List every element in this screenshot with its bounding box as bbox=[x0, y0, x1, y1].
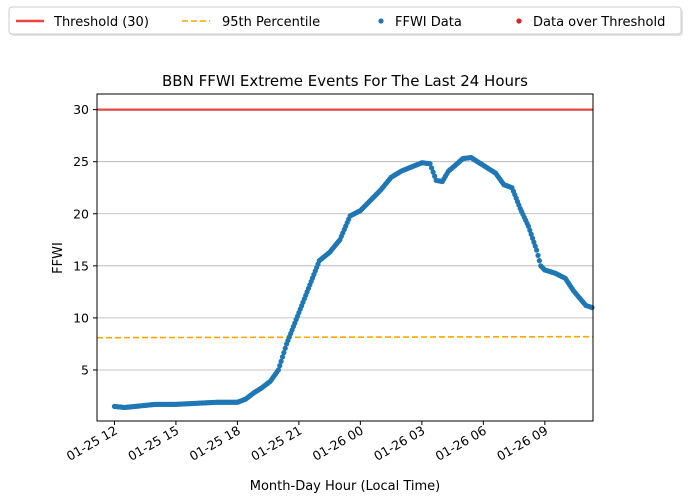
x-axis-title: Month-Day Hour (Local Time) bbox=[250, 479, 440, 494]
y-axis-ticks: 5 10 15 20 25 30 bbox=[73, 102, 97, 377]
x-tick-label: 01-26 03 bbox=[371, 423, 427, 464]
y-tick-label: 25 bbox=[73, 154, 89, 169]
ffwi-data-points bbox=[111, 154, 595, 411]
ffwi-data-point bbox=[430, 169, 436, 175]
ffwi-data-point bbox=[534, 247, 540, 253]
ffwi-data-point bbox=[277, 363, 283, 369]
chart-title: BBN FFWI Extreme Events For The Last 24 … bbox=[162, 72, 528, 90]
x-tick-label: 01-25 12 bbox=[64, 423, 120, 464]
ffwi-data-point bbox=[529, 235, 536, 241]
plot-frame bbox=[96, 93, 594, 422]
legend-threshold-label: Threshold (30) bbox=[53, 15, 149, 30]
ffwi-data-point bbox=[275, 367, 281, 373]
legend-ffwi-label: FFWI Data bbox=[395, 15, 462, 30]
ffwi-data-point bbox=[429, 165, 435, 171]
y-tick-label: 10 bbox=[73, 310, 89, 325]
legend-percentile-label: 95th Percentile bbox=[222, 15, 320, 30]
ffwi-data-point bbox=[432, 173, 438, 179]
legend: Threshold (30) 95th Percentile FFWI Data… bbox=[8, 6, 683, 36]
ffwi-data-point bbox=[282, 345, 288, 351]
y-tick-label: 5 bbox=[81, 362, 89, 377]
y-axis-title: FFWI bbox=[51, 242, 66, 274]
ffwi-data-point bbox=[281, 350, 287, 356]
x-tick-label: 01-26 09 bbox=[494, 423, 550, 464]
legend-over-threshold-swatch bbox=[516, 18, 522, 24]
ffwi-data-point bbox=[525, 223, 532, 229]
ffwi-data-point bbox=[279, 354, 286, 360]
x-tick-label: 01-25 21 bbox=[248, 423, 304, 464]
x-axis-ticks: 01-25 12 01-25 15 01-25 18 01-25 21 01-26 00… bbox=[64, 421, 550, 464]
x-tick-label: 01-26 00 bbox=[310, 423, 366, 464]
legend-over-threshold-label: Data over Threshold bbox=[533, 15, 665, 30]
ffwi-data-point bbox=[589, 304, 595, 311]
ffwi-data-point bbox=[531, 239, 537, 245]
ffwi-data-point bbox=[427, 161, 433, 167]
percentile-95-line bbox=[96, 335, 594, 339]
reference-lines bbox=[96, 108, 594, 339]
grid-lines bbox=[97, 109, 593, 371]
ffwi-data-point bbox=[527, 227, 533, 233]
ffwi-data-point bbox=[532, 243, 538, 249]
ffwi-data-point bbox=[278, 358, 284, 364]
ffwi-data-point bbox=[535, 252, 541, 259]
y-tick-label: 30 bbox=[73, 102, 89, 117]
x-tick-label: 01-26 06 bbox=[433, 423, 489, 464]
x-tick-label: 01-25 18 bbox=[187, 423, 243, 464]
y-tick-label: 15 bbox=[73, 258, 89, 273]
legend-frame bbox=[8, 6, 682, 35]
ffwi-data-point bbox=[528, 231, 534, 237]
legend-ffwi-swatch bbox=[378, 18, 384, 24]
y-tick-label: 20 bbox=[73, 206, 89, 221]
ffwi-data-point bbox=[536, 258, 542, 264]
x-tick-label: 01-25 15 bbox=[125, 423, 181, 464]
